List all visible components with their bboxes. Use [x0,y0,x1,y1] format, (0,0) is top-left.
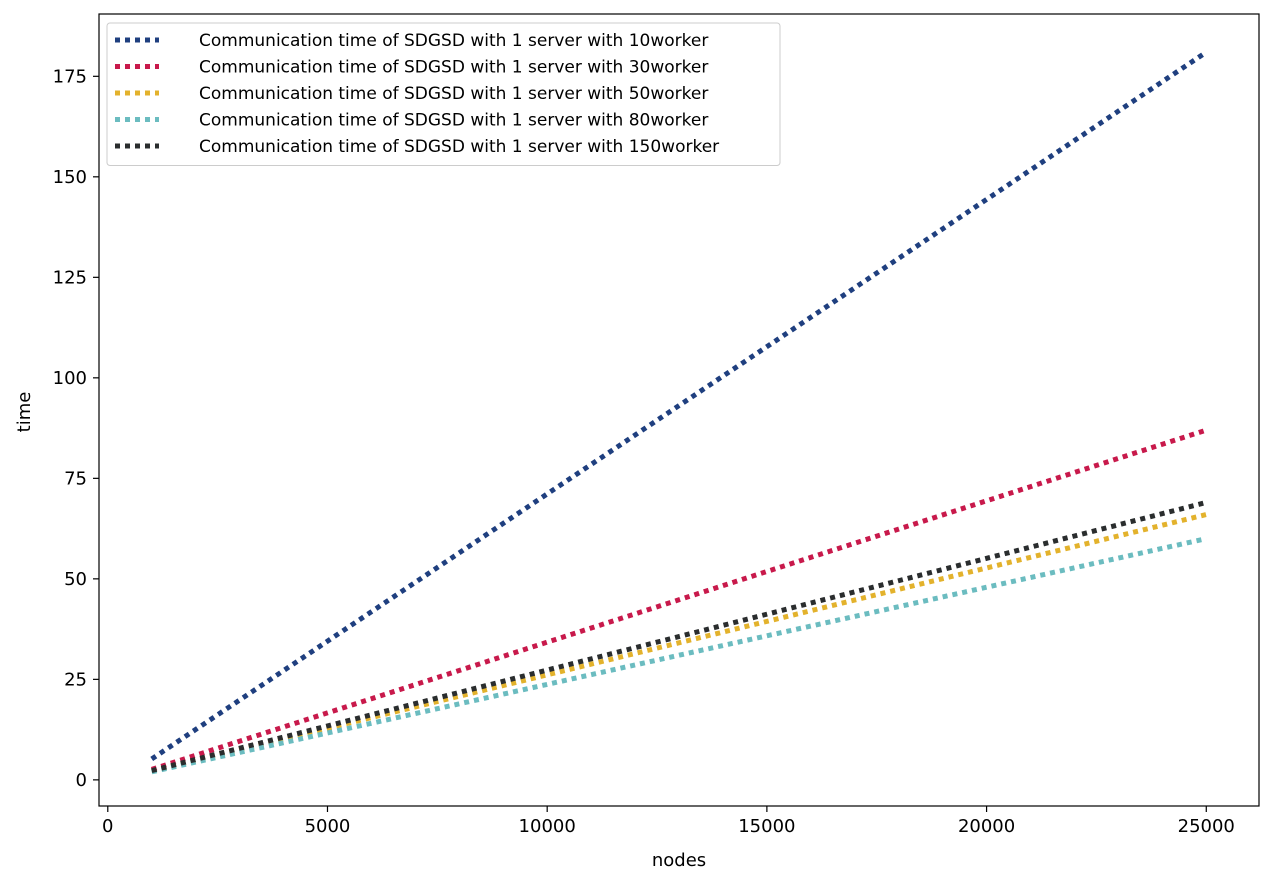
legend-label-5: Communication time of SDGSD with 1 serve… [199,137,719,157]
x-tick-label: 5000 [305,816,351,837]
y-axis-label: time [14,392,35,433]
y-tick-label: 0 [76,770,87,791]
series-layer [150,50,1208,775]
x-tick-label: 10000 [519,816,576,837]
x-tick-label: 0 [102,816,113,837]
x-tick-label: 20000 [958,816,1015,837]
y-tick-label: 175 [53,66,87,87]
y-axis: 0 25 50 75 100 125 150 175 [53,66,99,791]
series-line-4 [151,536,1207,775]
legend: Communication time of SDGSD with 1 serve… [106,22,781,166]
x-tick-label: 25000 [1178,816,1235,837]
legend-box [106,22,781,166]
y-tick-label: 75 [64,468,87,489]
y-tick-label: 50 [64,569,87,590]
series-line-1 [150,50,1208,762]
x-axis-label: nodes [652,850,706,871]
legend-label-1: Communication time of SDGSD with 1 serve… [199,31,708,51]
x-tick-label: 15000 [738,816,795,837]
y-tick-label: 150 [53,167,87,188]
y-tick-label: 125 [53,267,87,288]
series-line-5 [151,500,1207,774]
legend-label-2: Communication time of SDGSD with 1 serve… [199,58,708,78]
x-axis: 0 5000 10000 15000 20000 25000 [102,806,1235,837]
series-line-2 [150,427,1208,772]
legend-label-4: Communication time of SDGSD with 1 serve… [199,111,708,131]
legend-label-3: Communication time of SDGSD with 1 serve… [199,84,708,104]
y-tick-label: 25 [64,669,87,690]
y-tick-label: 100 [53,368,87,389]
